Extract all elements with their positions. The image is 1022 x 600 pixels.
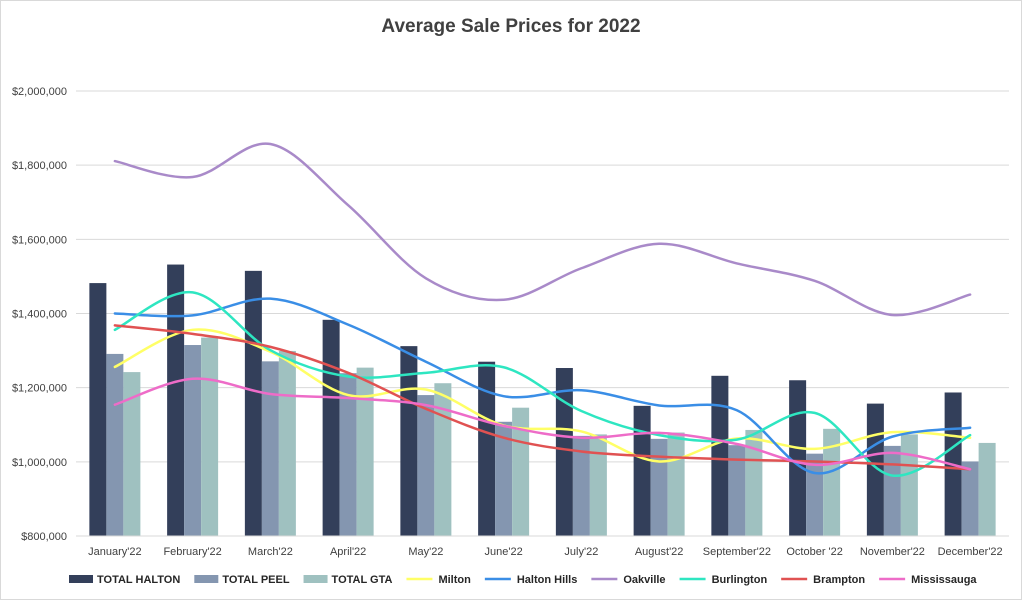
- legend-label-brampton: Brampton: [813, 574, 865, 586]
- y-tick-label: $1,400,000: [12, 309, 67, 321]
- bar-total-peel: [184, 345, 202, 536]
- bar-total-halton: [555, 368, 573, 536]
- x-tick-label: February'22: [163, 546, 221, 558]
- bar-total-gta: [745, 429, 763, 536]
- y-tick-label: $1,800,000: [12, 160, 67, 172]
- legend-swatch-total-gta: [303, 575, 328, 583]
- bar-total-halton: [400, 346, 418, 536]
- line-milton: [113, 328, 972, 463]
- bar-total-gta: [900, 434, 918, 536]
- x-axis-ticks: January'22 February'22 March'22 April'22 May…: [88, 546, 1003, 558]
- x-tick-label: July'22: [564, 546, 598, 558]
- bar-total-peel: [728, 445, 746, 536]
- x-tick-label: September'22: [703, 546, 771, 558]
- legend-label-burlington: Burlington: [712, 574, 768, 586]
- y-tick-label: $800,000: [21, 531, 67, 543]
- bar-total-halton: [167, 264, 185, 536]
- bar-total-halton: [789, 380, 807, 536]
- bar-total-halton: [89, 283, 107, 536]
- legend: TOTAL HALTON TOTAL PEEL TOTAL GTA Milton Hal…: [69, 574, 977, 586]
- bar-total-halton: [633, 405, 651, 536]
- bars: [89, 264, 996, 536]
- legend-label-mississauga: Mississauga: [911, 574, 977, 586]
- bar-total-peel: [106, 353, 124, 536]
- legend-label-oakville: Oakville: [623, 574, 665, 586]
- bar-total-gta: [667, 432, 685, 536]
- x-tick-label: April'22: [330, 546, 366, 558]
- bar-total-peel: [961, 461, 979, 536]
- legend-label-total-halton: TOTAL HALTON: [97, 574, 180, 586]
- bar-total-gta: [434, 383, 452, 536]
- legend-label-total-gta: TOTAL GTA: [332, 574, 393, 586]
- bar-total-peel: [339, 373, 357, 536]
- x-tick-label: January'22: [88, 546, 141, 558]
- bar-total-gta: [823, 428, 841, 536]
- bar-total-gta: [123, 372, 141, 536]
- chart-title: Average Sale Prices for 2022: [381, 16, 640, 37]
- line-halton-hills: [113, 297, 972, 475]
- x-tick-label: June'22: [485, 546, 523, 558]
- x-tick-label: August'22: [635, 546, 684, 558]
- bar-total-gta: [589, 434, 607, 536]
- lines: [113, 142, 972, 477]
- x-tick-label: October '22: [786, 546, 843, 558]
- bar-total-peel: [572, 435, 590, 536]
- legend-swatch-total-halton: [69, 575, 93, 583]
- legend-swatch-total-peel: [194, 575, 219, 583]
- bar-total-halton: [322, 319, 340, 536]
- x-tick-label: December'22: [938, 546, 1003, 558]
- line-burlington: [113, 291, 972, 477]
- bar-total-gta: [978, 442, 996, 536]
- y-tick-label: $1,000,000: [12, 457, 67, 469]
- y-axis-ticks: $800,000 $1,000,000 $1,200,000 $1,400,000 $1…: [12, 86, 67, 543]
- bar-total-peel: [495, 421, 513, 536]
- bar-total-halton: [478, 361, 496, 536]
- x-tick-label: November'22: [860, 546, 925, 558]
- bar-total-peel: [261, 361, 279, 536]
- legend-label-halton-hills: Halton Hills: [517, 574, 578, 586]
- bar-total-peel: [650, 438, 668, 536]
- y-tick-label: $1,600,000: [12, 234, 67, 246]
- bar-total-halton: [711, 375, 729, 536]
- bar-total-gta: [201, 337, 219, 536]
- bar-total-peel: [883, 445, 901, 536]
- line-oakville: [113, 142, 972, 317]
- bar-total-halton: [244, 270, 262, 536]
- legend-label-total-peel: TOTAL PEEL: [222, 574, 290, 586]
- x-tick-label: March'22: [248, 546, 293, 558]
- x-tick-label: May'22: [408, 546, 443, 558]
- legend-label-milton: Milton: [438, 574, 471, 586]
- bar-total-peel: [417, 395, 435, 536]
- line-mississauga: [113, 377, 972, 471]
- y-tick-label: $1,200,000: [12, 383, 67, 395]
- bar-total-gta: [278, 350, 296, 536]
- y-tick-label: $2,000,000: [12, 86, 67, 98]
- bar-total-gta: [356, 367, 374, 536]
- line-brampton: [113, 324, 972, 471]
